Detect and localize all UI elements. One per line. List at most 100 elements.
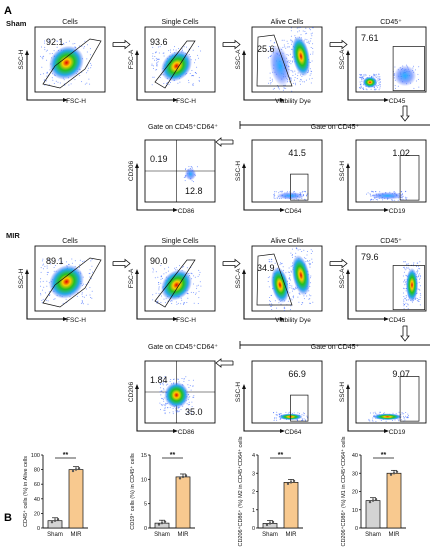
event-dot [298,30,300,32]
event-dot [404,297,406,299]
gate-percentage: 1.02 [392,148,410,158]
event-dot [307,42,309,44]
event-dot [284,308,286,310]
event-dot [199,281,201,283]
event-dot [273,412,275,414]
plot-content: 93.6 [150,37,202,89]
event-dot [290,78,292,80]
y-tick-label: 5 [144,502,147,508]
event-dot [54,265,56,266]
event-dot [270,305,272,307]
event-dot [359,87,360,89]
event-dot [294,70,296,72]
event-dot [152,53,154,55]
x-axis-arrow-icon [384,98,389,102]
event-dot [291,70,293,72]
event-dot [405,198,407,200]
event-dot [417,276,419,278]
x-axis-label: CD86 [178,429,195,436]
event-dot [42,264,44,266]
y-tick-label: 0 [144,526,147,532]
gate-percentage: 93.6 [150,37,168,47]
event-dot [79,75,81,77]
event-dot [360,83,362,85]
event-dot [303,249,305,251]
sham-group-label: Sham [6,19,27,28]
x-axis-arrow-icon [173,98,178,102]
density-cloud [393,65,417,87]
event-dot [72,43,74,45]
event-dot [378,82,380,84]
event-dot [164,381,166,383]
event-dot [268,259,270,260]
event-dot [287,54,289,56]
gate-percentage: 92.1 [46,37,64,47]
event-dot [306,415,308,417]
gate-rectangle [392,46,425,92]
x-axis-arrow-icon [173,208,178,212]
event-dot [292,290,293,292]
event-dot [192,385,194,387]
event-dot [364,73,366,75]
density-cloud [269,45,291,87]
event-dot [89,287,91,289]
event-dot [89,83,91,85]
event-dot [300,27,302,28]
event-dot [380,420,382,421]
event-dot [417,272,418,274]
event-dot [290,279,291,281]
event-dot [156,63,157,65]
event-dot [274,300,276,302]
event-dot [40,294,42,296]
panel-b-letter: B [4,512,12,524]
event-dot [40,55,42,57]
event-dot [370,198,372,200]
event-dot [283,310,285,311]
event-dot [310,275,312,277]
axis-bracket [243,168,280,211]
event-dot [379,77,381,79]
event-dot [268,82,270,84]
x-axis-label: FSC-H [176,98,196,105]
event-dot [46,49,48,51]
event-dot [404,419,406,421]
y-axis-label: CD19⁺ cells (%) in CD45⁺ cells [129,453,136,530]
event-dot [51,53,53,54]
event-dot [195,293,196,295]
event-dot [165,384,167,386]
event-dot [296,27,298,29]
event-dot [374,76,376,78]
event-dot [302,81,304,83]
x-axis-label: CD86 [178,208,195,215]
event-dot [195,72,197,74]
event-dot [359,81,361,83]
significance-marker: ** [170,452,176,459]
event-dot [310,249,312,251]
event-dot [361,80,363,82]
event-dot [279,264,281,266]
event-dot [152,271,154,273]
event-dot [301,251,303,252]
event-dot [272,80,273,82]
y-axis-label: SSC-A [339,49,346,70]
event-dot [293,288,295,289]
event-dot [287,271,289,273]
event-dot [405,302,407,304]
event-dot [377,199,378,201]
event-dot [84,83,86,85]
replicate-dot [368,500,372,504]
event-dot [172,413,174,415]
event-dot [418,267,420,269]
event-dot [301,197,303,199]
event-dot [183,46,185,48]
event-dot [302,412,304,414]
event-dot [368,419,370,421]
event-dot [193,411,195,413]
event-dot [303,190,305,192]
event-dot [359,74,361,76]
event-dot [365,88,367,90]
event-dot [288,66,290,68]
event-dot [281,262,283,264]
event-dot [170,51,171,53]
event-dot [90,62,92,64]
